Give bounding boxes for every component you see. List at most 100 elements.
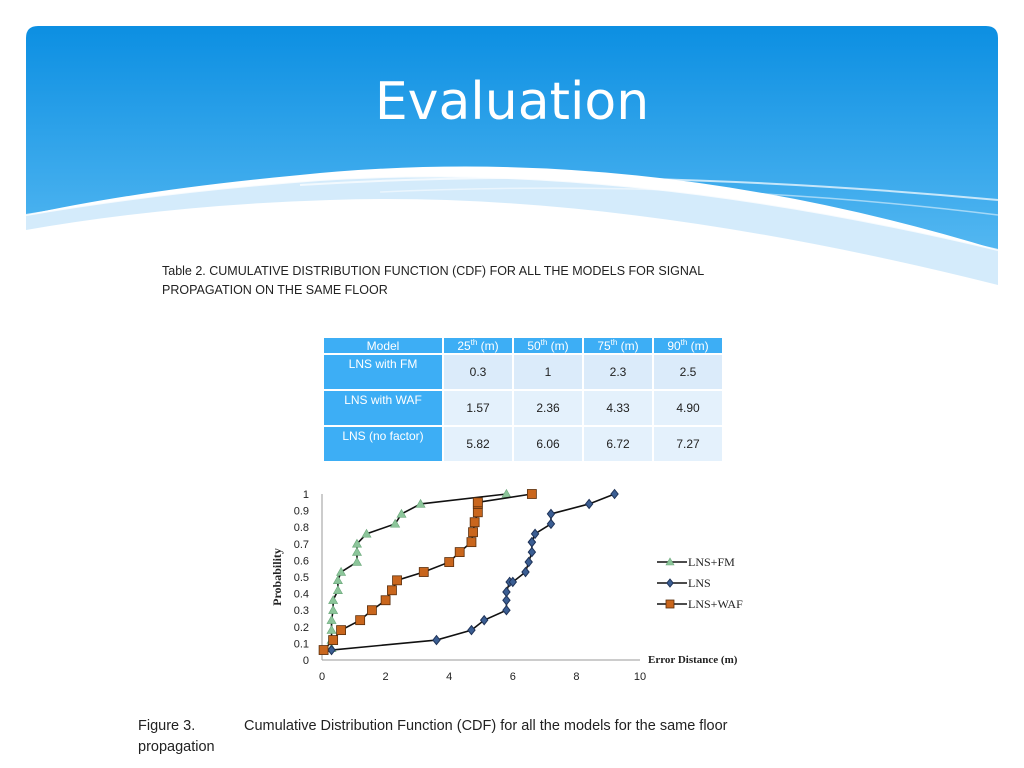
header-75th: 75th (m) (583, 338, 654, 354)
title-banner (25, 26, 999, 285)
y-tick-label: 0 (303, 655, 309, 667)
y-tick-label: 1 (303, 489, 309, 501)
cell-25th: 0.3 (443, 353, 514, 390)
data-point-lns-waf (454, 547, 465, 557)
data-point-lns-waf (472, 497, 483, 508)
data-point-lns-fm (326, 615, 337, 624)
table-caption-line2: PROPAGATION ON THE SAME FLOOR (162, 283, 388, 297)
header-25th: 25th (m) (443, 338, 514, 354)
data-point-lns (527, 546, 537, 558)
data-point-lns-fm (326, 625, 337, 634)
data-point-lns-fm (396, 508, 407, 518)
data-point-lns-waf (469, 517, 480, 528)
y-tick-label: 0.4 (294, 589, 309, 601)
cell-75th: 2.3 (583, 353, 654, 390)
data-point-lns-waf (468, 527, 478, 538)
data-point-lns-waf (444, 557, 455, 567)
header-90th: 90th (m) (653, 338, 724, 354)
cell-75th: 6.72 (583, 425, 654, 461)
data-point-lns-waf (472, 507, 483, 518)
legend-marker-lns-waf (665, 599, 675, 609)
data-point-lns (527, 536, 537, 548)
figure-caption-label: Figure 3. (138, 718, 196, 734)
data-point-lns-fm (501, 488, 512, 498)
data-point-lns-waf (380, 595, 391, 606)
cell-50th: 1 (513, 353, 584, 390)
data-point-lns-waf (336, 625, 346, 636)
data-point-lns (521, 566, 530, 578)
data-point-lns (610, 488, 619, 500)
figure-caption-line2: propagation (138, 739, 215, 755)
x-tick-label: 0 (319, 671, 325, 683)
data-point-lns-waf (318, 645, 329, 655)
y-tick-label: 0.3 (294, 605, 309, 617)
data-point-lns-waf (466, 537, 477, 548)
x-tick-label: 6 (510, 671, 516, 683)
data-point-lns-waf (328, 635, 339, 645)
cell-25th: 1.57 (443, 389, 514, 426)
table-header-row: Model 25th (m) 50th (m) 75th (m) 90th (m… (324, 338, 724, 354)
data-point-lns (530, 528, 540, 540)
table-row: LNS with FM 0.3 1 2.3 2.5 (324, 353, 724, 390)
y-axis-label: Probability (270, 548, 284, 606)
data-point-lns-waf (418, 567, 429, 577)
y-tick-label: 0.1 (294, 638, 309, 650)
legend-marker-lns (666, 578, 674, 588)
table-row: LNS (no factor) 5.82 6.06 6.72 7.27 (324, 425, 724, 461)
data-point-lns (502, 586, 511, 598)
data-point-lns (467, 624, 476, 636)
data-point-lns-fm (351, 538, 362, 548)
data-point-lns (524, 556, 533, 568)
data-point-lns (546, 508, 556, 520)
header-50th: 50th (m) (513, 338, 584, 354)
data-point-lns (327, 644, 336, 656)
data-point-lns (479, 614, 489, 626)
data-point-lns-fm (351, 546, 362, 556)
cell-50th: 2.36 (513, 389, 584, 426)
row-model-name: LNS with WAF (324, 389, 444, 426)
data-point-lns (546, 518, 556, 530)
data-point-lns-fm (336, 566, 347, 576)
cdf-chart: 00.10.20.30.40.50.60.70.80.910 2 4 6 8 10Prob… (270, 488, 743, 683)
cell-90th: 2.5 (653, 353, 724, 390)
row-model-name: LNS with FM (324, 353, 444, 390)
figure-caption: Figure 3. Cumulative Distribution Functio… (138, 716, 838, 758)
x-axis-label: Error Distance (m) (648, 654, 738, 666)
x-tick-label: 2 (383, 671, 389, 683)
cell-50th: 6.06 (513, 425, 584, 461)
data-point-lns (584, 498, 594, 510)
cdf-percentile-table: Model 25th (m) 50th (m) 75th (m) 90th (m… (324, 338, 724, 461)
cell-90th: 4.90 (653, 389, 724, 426)
x-tick-label: 8 (573, 671, 579, 683)
data-point-lns-fm (351, 556, 362, 566)
legend-marker-lns-fm (665, 557, 675, 566)
cell-25th: 5.82 (443, 425, 514, 461)
data-point-lns-waf (387, 585, 397, 596)
data-point-lns-waf (526, 489, 537, 499)
figure-caption-text: Cumulative Distribution Function (CDF) f… (244, 718, 728, 734)
table-caption: Table 2. CUMULATIVE DISTRIBUTION FUNCTIO… (162, 262, 762, 300)
legend-label-lns-waf: LNS+WAF (688, 597, 743, 611)
data-point-lns-fm (332, 585, 343, 594)
row-model-name: LNS (no factor) (324, 425, 444, 461)
data-point-lns-fm (328, 595, 339, 604)
data-point-lns (502, 604, 511, 616)
cell-90th: 7.27 (653, 425, 724, 461)
data-point-lns (508, 576, 518, 588)
x-tick-label: 10 (634, 671, 646, 683)
data-point-lns-waf (392, 575, 402, 586)
data-point-lns (502, 594, 511, 606)
legend-label-lns-fm: LNS+FM (688, 555, 735, 569)
slide-title: Evaluation (374, 72, 650, 132)
data-point-lns-waf (367, 605, 377, 616)
cell-75th: 4.33 (583, 389, 654, 426)
y-tick-label: 0.2 (294, 622, 309, 634)
x-tick-label: 4 (446, 671, 452, 683)
data-point-lns-waf (355, 615, 366, 626)
data-point-lns (432, 634, 441, 646)
y-tick-label: 0.7 (294, 539, 309, 551)
data-point-lns-fm (361, 528, 372, 538)
y-tick-label: 0.6 (294, 555, 309, 567)
table-caption-line1: Table 2. CUMULATIVE DISTRIBUTION FUNCTIO… (162, 264, 705, 278)
y-tick-label: 0.9 (294, 506, 309, 518)
